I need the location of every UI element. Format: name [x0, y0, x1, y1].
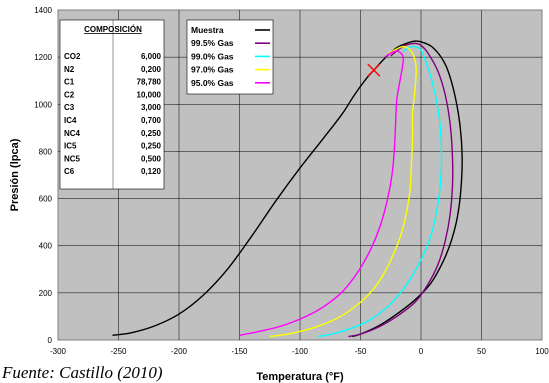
composition-value: 6,000 — [141, 52, 162, 61]
composition-component: CO2 — [64, 52, 81, 61]
x-axis-title: Temperatura (°F) — [256, 371, 344, 383]
legend: Muestra 99.5% Gas 99.0% Gas 97.0% Gas 95.0% … — [186, 19, 274, 95]
composition-component: C3 — [64, 103, 75, 112]
source-note: Fuente: Castillo (2010) — [2, 363, 163, 382]
composition-value: 10,000 — [137, 90, 162, 99]
x-axis-ticks: -300 -250 -200 -150 -100 -50 0 50 100 — [50, 347, 549, 356]
legend-items: Muestra 99.5% Gas 99.0% Gas 97.0% Gas 95.0% … — [191, 25, 270, 88]
x-tick-label: -150 — [231, 347, 248, 356]
legend-label: 97.0% Gas — [191, 65, 234, 75]
x-tick-label: -300 — [50, 347, 67, 356]
y-tick-label: 600 — [39, 195, 53, 204]
composition-value: 0,500 — [141, 154, 162, 163]
x-tick-label: -200 — [171, 347, 188, 356]
x-tick-label: 50 — [477, 347, 486, 356]
y-tick-label: 1000 — [34, 100, 52, 109]
composition-component: N2 — [64, 65, 75, 74]
x-tick-label: 0 — [419, 347, 424, 356]
composition-component: NC4 — [64, 129, 81, 138]
composition-value: 3,000 — [141, 103, 162, 112]
legend-label: 99.0% Gas — [191, 51, 234, 61]
y-tick-label: 200 — [39, 289, 53, 298]
composition-rows: CO2 6,000 N2 0,200 C1 78,780 C2 10,000 C3 3,000 IC… — [64, 52, 162, 176]
composition-value: 0,700 — [141, 116, 162, 125]
annotation-marker-layer — [367, 63, 381, 77]
composition-value: 0,200 — [141, 65, 162, 74]
composition-header: COMPOSICIÓN — [84, 25, 142, 34]
annotation-marker-stroke — [367, 63, 381, 77]
series-line-muestra — [112, 40, 463, 338]
y-axis-title: Presión (lpca) — [9, 138, 21, 211]
composition-component: IC5 — [64, 142, 77, 151]
x-tick-label: -50 — [355, 347, 367, 356]
composition-component: NC5 — [64, 154, 81, 163]
legend-label: 99.5% Gas — [191, 38, 234, 48]
composition-value: 78,780 — [137, 78, 162, 87]
y-tick-label: 1400 — [34, 6, 52, 15]
y-axis-ticks: 0 200 400 600 800 1000 1200 1400 — [34, 6, 52, 345]
series-line-99-5-gas — [348, 42, 454, 338]
composition-component: IC4 — [64, 116, 77, 125]
composition-component: C1 — [64, 78, 75, 87]
series-line-95-0-gas — [239, 50, 405, 336]
composition-table: COMPOSICIÓN CO2 6,000 N2 0,200 C1 78,780 C2 10,… — [59, 19, 165, 190]
composition-component: C6 — [64, 167, 75, 176]
y-tick-label: 800 — [39, 147, 53, 156]
y-tick-label: 400 — [39, 242, 53, 251]
series-line-97-0-gas — [269, 45, 417, 338]
y-tick-label: 1200 — [34, 53, 52, 62]
composition-value: 0,250 — [141, 129, 162, 138]
x-tick-label: -100 — [292, 347, 309, 356]
y-tick-label: 0 — [48, 336, 53, 345]
x-tick-label: -250 — [110, 347, 127, 356]
legend-label: Muestra — [191, 25, 224, 35]
series-layer — [112, 40, 463, 338]
composition-value: 0,120 — [141, 167, 162, 176]
composition-value: 0,250 — [141, 142, 162, 151]
series-line-99-0-gas — [318, 45, 443, 338]
legend-label: 95.0% Gas — [191, 78, 234, 88]
x-tick-label: 100 — [535, 347, 549, 356]
composition-component: C2 — [64, 90, 75, 99]
